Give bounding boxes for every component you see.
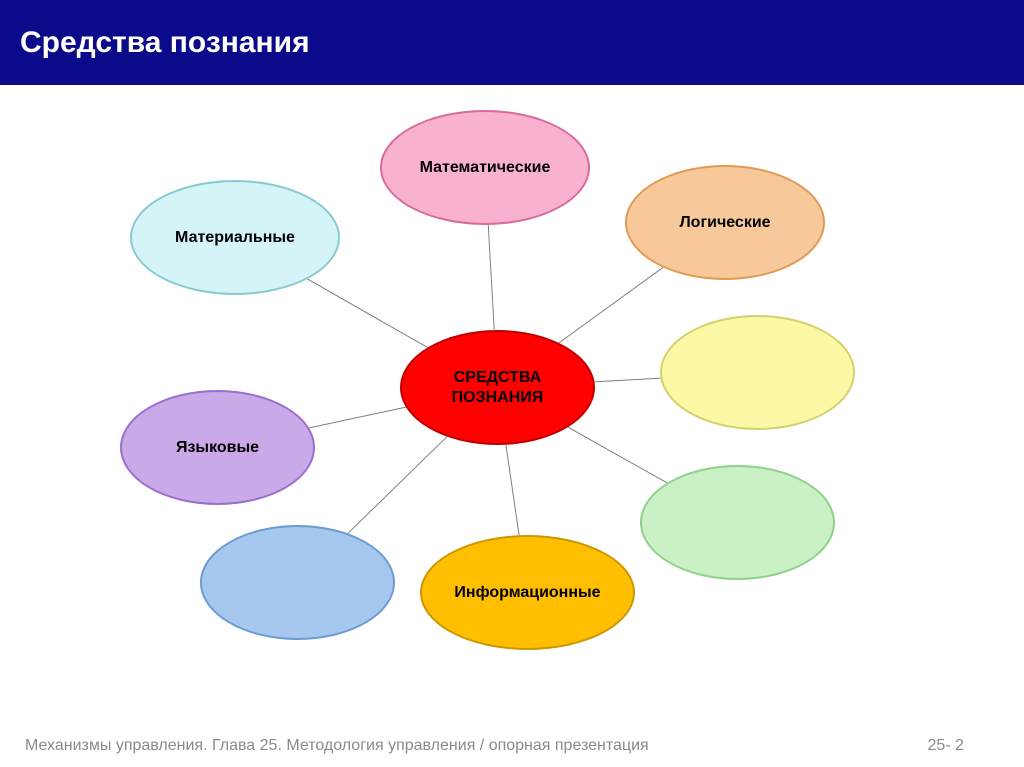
ellipse-satellite-0: Математические (380, 110, 590, 225)
connector-1 (559, 268, 663, 343)
ellipse-satellite-2 (660, 315, 855, 430)
connector-6 (309, 407, 406, 428)
footer-left: Механизмы управления. Глава 25. Методоло… (25, 737, 649, 755)
ellipse-center: СРЕДСТВА ПОЗНАНИЯ (400, 330, 595, 445)
ellipse-label-satellite-0: Математические (410, 158, 561, 177)
diagram-area: Математические Логические Информационные Яз… (0, 85, 1024, 725)
ellipse-label-satellite-1: Логические (669, 213, 780, 232)
ellipse-satellite-7: Материальные (130, 180, 340, 295)
connector-7 (308, 279, 428, 347)
ellipse-satellite-5 (200, 525, 395, 640)
ellipse-label-center: СРЕДСТВА ПОЗНАНИЯ (442, 368, 554, 406)
slide-header: Средства познания (0, 0, 1024, 85)
footer-right: 25- 2 (928, 737, 964, 755)
connector-5 (348, 437, 447, 534)
ellipse-satellite-3 (640, 465, 835, 580)
connector-3 (568, 427, 667, 483)
ellipse-label-satellite-7: Материальные (165, 228, 305, 247)
ellipse-satellite-1: Логические (625, 165, 825, 280)
connector-4 (506, 445, 519, 535)
connector-0 (488, 225, 494, 330)
connector-2 (595, 378, 661, 382)
slide-title: Средства познания (20, 26, 310, 60)
ellipse-label-satellite-4: Информационные (444, 583, 610, 602)
ellipse-satellite-6: Языковые (120, 390, 315, 505)
slide-footer: Механизмы управления. Глава 25. Методоло… (0, 725, 1024, 767)
ellipse-label-satellite-6: Языковые (166, 438, 269, 457)
ellipse-satellite-4: Информационные (420, 535, 635, 650)
